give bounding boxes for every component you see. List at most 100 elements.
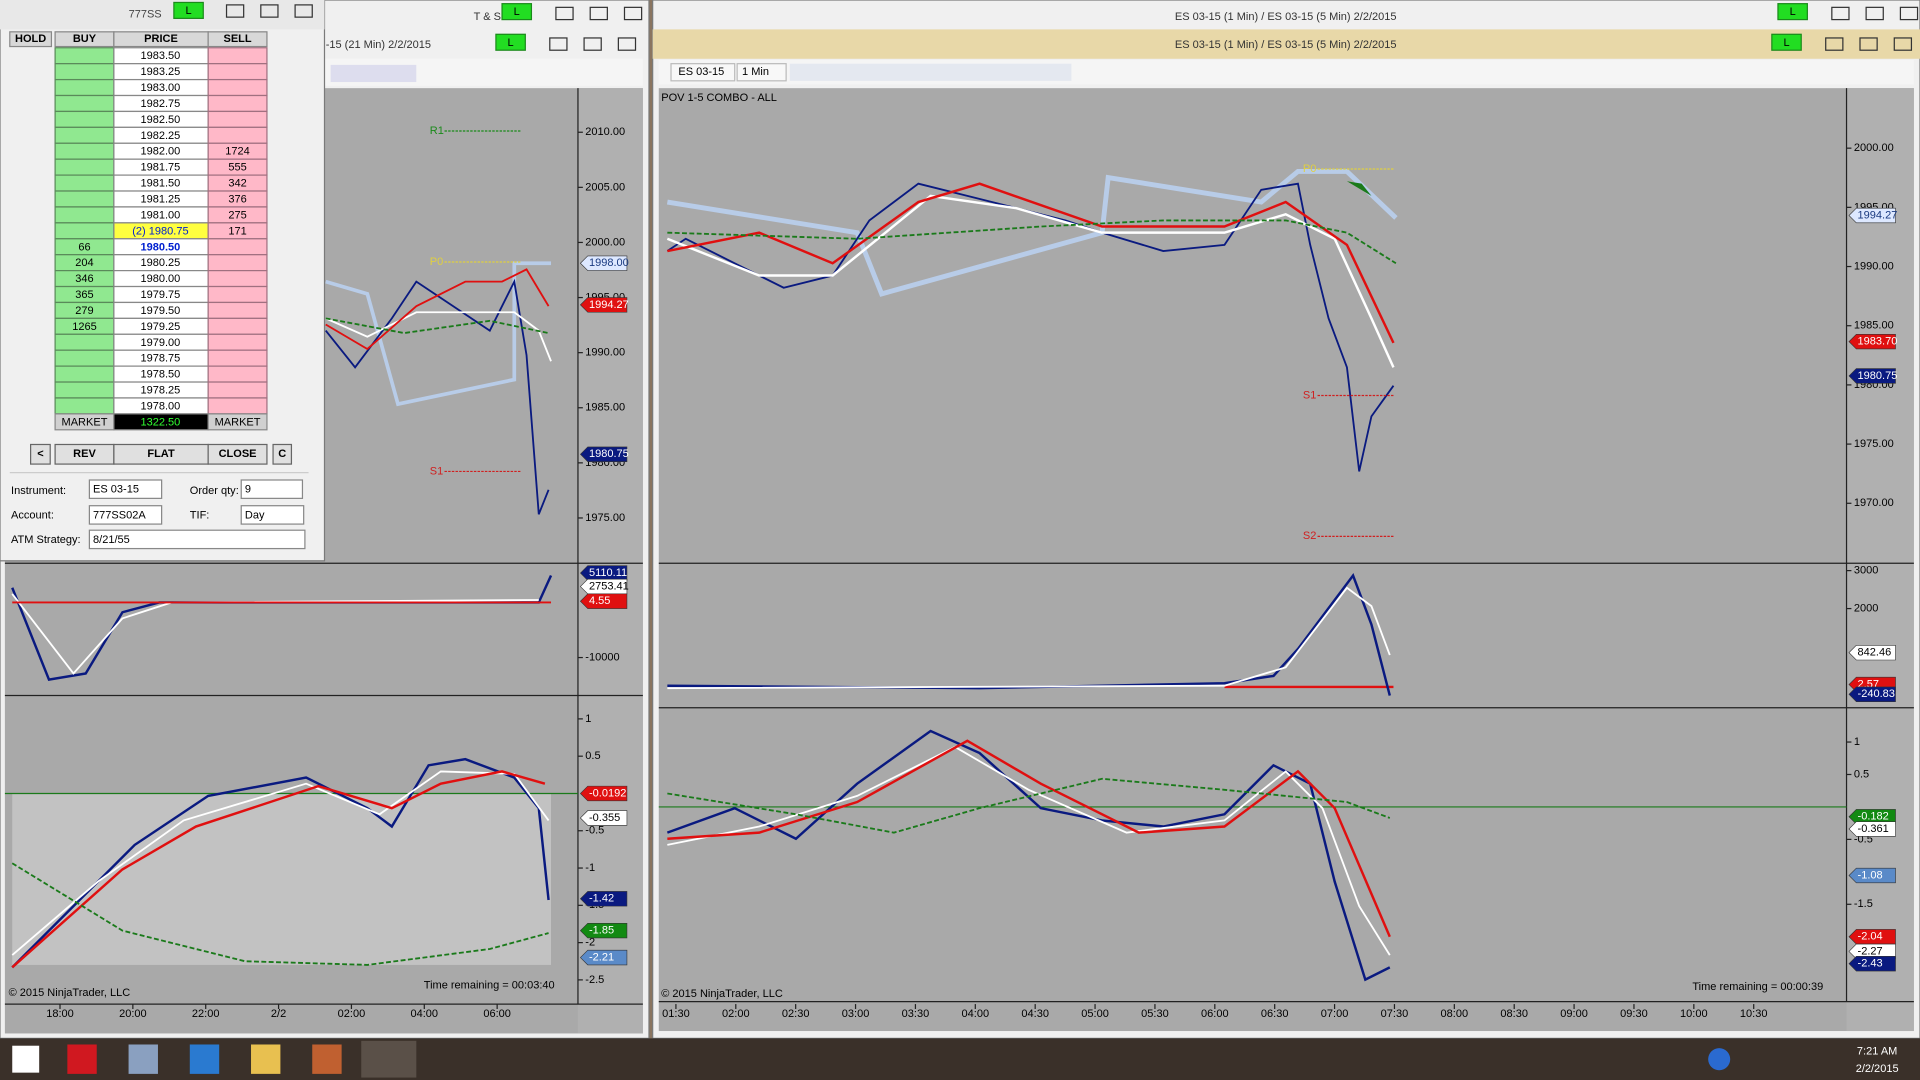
order-button[interactable] [272, 443, 293, 465]
sell-cell[interactable] [207, 270, 268, 288]
left-toolbar-icons[interactable] [330, 64, 417, 83]
taskbar-app-active[interactable] [361, 1040, 417, 1078]
price-flag [1848, 929, 1896, 945]
window-max[interactable] [1859, 37, 1878, 51]
last-price: 1322.50 [140, 416, 180, 428]
right-toolbar-icons[interactable] [789, 63, 1072, 81]
buy-cell[interactable] [54, 190, 115, 208]
form-value: 777SS02A [93, 509, 146, 521]
price-tick-label: 1980.00 [1854, 379, 1894, 391]
sell-cell[interactable] [207, 397, 268, 415]
status-badge[interactable] [495, 33, 526, 51]
status-badge[interactable] [1777, 3, 1808, 21]
form-field[interactable] [240, 505, 305, 525]
taskbar-app[interactable] [128, 1044, 158, 1074]
window-min[interactable] [1825, 37, 1844, 51]
sell-cell[interactable] [207, 94, 268, 113]
sell-cell[interactable] [207, 333, 268, 351]
form-field[interactable] [88, 529, 306, 550]
price-flag [1848, 333, 1896, 350]
tray-icon[interactable] [1708, 1048, 1731, 1071]
taskbar-app[interactable] [189, 1044, 220, 1074]
window-min[interactable] [555, 6, 574, 21]
taskbar-app[interactable] [312, 1044, 342, 1074]
sell-cell[interactable] [207, 349, 268, 367]
buy-cell[interactable] [54, 63, 115, 81]
form-field[interactable] [88, 479, 163, 499]
buy-cell[interactable] [54, 222, 115, 240]
order-button[interactable] [207, 443, 268, 465]
window-close[interactable] [617, 37, 637, 51]
sell-cell[interactable] [207, 381, 268, 399]
sell-volume: 342 [228, 178, 246, 190]
buy-cell[interactable] [54, 94, 115, 113]
osc-tick-label: 0.5 [585, 750, 600, 762]
price-flag-text: -1.42 [589, 893, 614, 905]
status-badge[interactable] [173, 1, 204, 19]
window-max[interactable] [583, 37, 602, 51]
price-tick-label: 1985.00 [1854, 320, 1894, 332]
window-min[interactable] [225, 4, 245, 18]
taskbar-app[interactable] [67, 1044, 97, 1074]
window-close[interactable] [623, 6, 643, 21]
order-button[interactable] [30, 443, 51, 465]
sell-cell[interactable] [207, 63, 268, 81]
sell-cell[interactable] [207, 301, 268, 319]
sell-cell[interactable] [207, 47, 268, 65]
market-sell[interactable] [207, 413, 268, 431]
buy-cell[interactable] [54, 397, 115, 415]
form-field[interactable] [240, 479, 304, 499]
window-title: ES 03-15 (1 Min) / ES 03-15 (5 Min) 2/2/… [1175, 11, 1397, 23]
sell-cell[interactable] [207, 78, 268, 97]
price-flag-text: -1.08 [1858, 869, 1883, 881]
buy-cell[interactable] [54, 158, 115, 176]
sell-cell[interactable] [207, 317, 268, 335]
price-flag [1848, 207, 1896, 224]
interval-select[interactable] [736, 63, 787, 82]
osc-line [11, 770, 550, 956]
osc-line [666, 729, 1391, 982]
time-label: 03:00 [842, 1008, 870, 1020]
buy-cell[interactable] [54, 349, 115, 367]
price-flag [579, 578, 628, 595]
buy-cell[interactable] [54, 381, 115, 399]
sell-volume: 376 [228, 193, 246, 205]
buy-cell[interactable] [54, 126, 115, 144]
instrument-select[interactable] [670, 63, 736, 82]
price-flag-text: -1.85 [589, 925, 614, 937]
price-flag-text: 1980.75 [589, 448, 629, 460]
price-flag-text: -2.04 [1858, 931, 1883, 943]
status-badge[interactable] [1771, 33, 1802, 51]
status-badge[interactable] [501, 3, 533, 21]
sell-cell[interactable] [207, 285, 268, 304]
sell-cell[interactable] [207, 126, 268, 144]
sell-cell[interactable] [207, 254, 268, 272]
window-close[interactable] [1893, 37, 1913, 51]
window-max[interactable] [1865, 6, 1884, 21]
buy-cell[interactable] [54, 174, 115, 192]
window-close[interactable] [1899, 6, 1919, 21]
taskbar-app[interactable] [251, 1044, 281, 1074]
sell-cell[interactable] [207, 110, 268, 128]
buy-cell[interactable] [54, 142, 115, 160]
sell-cell[interactable] [207, 365, 268, 383]
sell-cell[interactable] [207, 238, 268, 256]
buy-cell[interactable] [54, 365, 115, 383]
window-close[interactable] [294, 4, 313, 18]
buy-cell[interactable] [54, 333, 115, 351]
window-min[interactable] [549, 37, 568, 51]
price-flag [1848, 821, 1896, 837]
buy-cell[interactable] [54, 110, 115, 128]
form-field[interactable] [88, 505, 163, 525]
start-button[interactable] [12, 1045, 40, 1073]
buy-cell[interactable] [54, 206, 115, 224]
window-max[interactable] [589, 6, 608, 21]
price-level: 1980.25 [140, 257, 180, 269]
window-title: 777SS [129, 9, 162, 21]
window-max[interactable] [260, 4, 279, 18]
window-min[interactable] [1831, 6, 1850, 21]
dom-header: PRICE [144, 33, 178, 45]
buy-cell[interactable] [54, 78, 115, 97]
buy-volume: 365 [75, 289, 93, 301]
buy-cell[interactable] [54, 47, 115, 65]
